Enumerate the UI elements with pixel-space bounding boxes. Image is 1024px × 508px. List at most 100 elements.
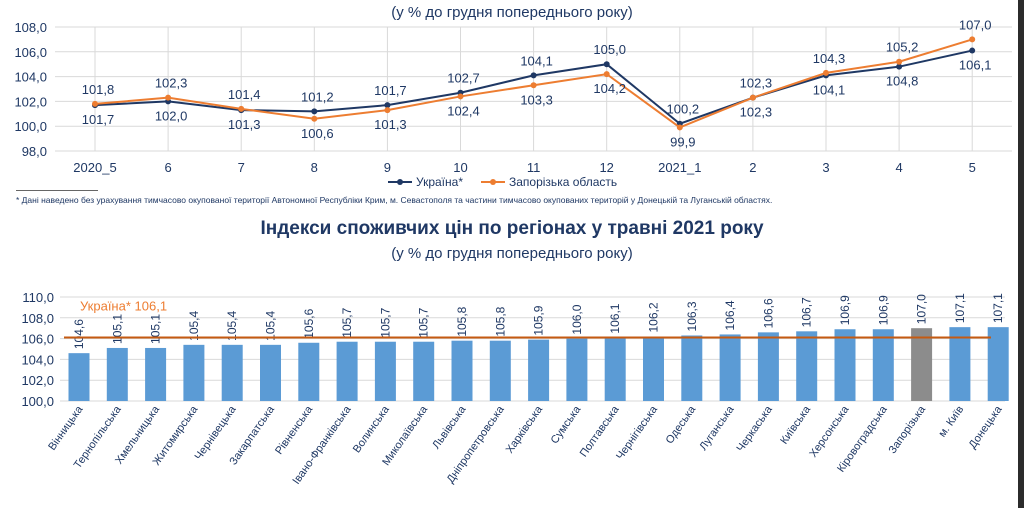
bar: [298, 342, 320, 401]
x-tick-label: 6: [164, 160, 171, 175]
bar-value-label: 106,7: [800, 297, 814, 327]
y-tick-label: 104,0: [21, 352, 54, 367]
legend-item-zaporizhzhia: Запорізька область: [481, 175, 617, 189]
x-tick-label: 2020_5: [73, 160, 116, 175]
point-ukraine: [896, 63, 903, 70]
data-label-zaporizhzhia: 102,3: [155, 76, 188, 91]
bar-value-label: 105,6: [302, 308, 316, 338]
reference-label-ukraine: Україна* 106,1: [80, 298, 167, 313]
bar-value-label: 105,7: [340, 307, 354, 337]
x-tick-label: 7: [238, 160, 245, 175]
data-label-ukraine: 101,7: [82, 112, 115, 127]
bar-value-label: 107,0: [915, 294, 929, 324]
bar: [757, 332, 779, 401]
x-tick-label: Донецька: [967, 403, 1005, 451]
data-label-zaporizhzhia: 102,4: [447, 103, 480, 118]
y-tick-label: 102,0: [14, 94, 47, 109]
bar: [374, 341, 396, 401]
x-tick-label: Львівська: [430, 403, 469, 451]
x-tick-label: 12: [599, 160, 613, 175]
y-tick-label: 110,0: [22, 290, 54, 305]
point-ukraine: [603, 61, 610, 68]
data-label-ukraine: 106,1: [959, 58, 992, 73]
data-label-ukraine: 102,0: [155, 108, 188, 123]
x-tick-label: Київська: [778, 403, 813, 446]
point-ukraine: [969, 47, 976, 54]
x-tick-label: м. Київ: [936, 404, 966, 440]
bar-chart-subtitle: (у % до грудня попереднього року): [391, 245, 633, 262]
data-label-ukraine: 105,0: [593, 42, 626, 57]
bar: [643, 336, 664, 401]
data-label-ukraine: 101,2: [301, 89, 334, 104]
bar-value-label: 106,0: [570, 304, 584, 334]
point-zaporizhzhia: [165, 94, 172, 101]
point-zaporizhzhia: [749, 94, 756, 101]
x-tick-label: 3: [822, 160, 829, 175]
data-label-ukraine: 101,7: [374, 83, 407, 98]
bar: [987, 327, 1009, 401]
point-zaporizhzhia: [823, 69, 829, 76]
data-label-zaporizhzhia: 105,2: [886, 40, 919, 55]
x-tick-label: Волинська: [351, 403, 392, 455]
point-ukraine: [530, 72, 537, 79]
bar: [221, 344, 243, 401]
data-label-zaporizhzhia: 104,2: [593, 81, 626, 96]
data-label-zaporizhzhia: 107,0: [959, 17, 992, 32]
x-tick-label: Черкаська: [735, 403, 776, 454]
bar-value-label: 105,9: [532, 305, 546, 335]
y-tick-label: 102,0: [21, 373, 54, 388]
bar: [796, 331, 818, 401]
window-edge: [1018, 0, 1024, 508]
line-chart-subtitle: (у % до грудня попереднього року): [391, 4, 633, 21]
y-tick-label: 104,0: [14, 70, 47, 85]
x-tick-label: Сумська: [549, 403, 584, 446]
bar-value-label: 106,9: [838, 295, 852, 325]
data-label-ukraine: 104,8: [886, 74, 919, 89]
x-tick-label: Харківська: [504, 403, 546, 456]
data-label-zaporizhzhia: 101,3: [374, 117, 407, 132]
bar-chart-title: Індекси споживчих цін по регіонах у трав…: [260, 218, 764, 239]
bar: [260, 344, 281, 401]
x-tick-label: 11: [527, 160, 541, 175]
x-tick-label: Херсонська: [807, 403, 852, 460]
y-tick-label: 100,0: [14, 119, 47, 134]
point-zaporizhzhia: [896, 58, 903, 65]
data-label-ukraine: 102,7: [447, 71, 480, 86]
bar: [68, 353, 90, 401]
point-ukraine: [311, 108, 318, 115]
bar: [872, 329, 894, 401]
point-zaporizhzhia: [530, 82, 537, 89]
line-chart-legend: Україна* Запорізька область: [388, 175, 617, 189]
bar-chart: 100,0 102,0 104,0 106,0 108,0 110,0 104,6 Вінни…: [21, 290, 1009, 487]
x-tick-label: 2: [749, 160, 756, 175]
point-zaporizhzhia: [92, 100, 98, 107]
bar: [911, 328, 933, 401]
bar: [719, 334, 741, 401]
x-tick-label: Одеська: [664, 403, 699, 446]
y-tick-label: 108,0: [21, 311, 54, 326]
bar-value-label: 106,1: [608, 303, 622, 333]
bar-value-label: 105,7: [378, 307, 392, 337]
x-tick-label: Вінницька: [46, 403, 86, 453]
bar: [834, 329, 856, 401]
line-chart: 98,0 100,0 102,0 104,0 106,0 108,0 2020_5 6 7 8 9 1…: [14, 17, 1012, 175]
bar-value-label: 105,4: [187, 310, 201, 340]
bar: [413, 341, 435, 401]
point-zaporizhzhia: [238, 105, 245, 112]
bar: [681, 335, 703, 401]
x-tick-label: Полтавська: [578, 403, 622, 459]
data-label-zaporizhzhia: 101,4: [228, 87, 261, 102]
data-label-ukraine: 102,3: [740, 105, 773, 120]
bar: [106, 347, 128, 401]
x-tick-label: Запорізька: [886, 403, 928, 456]
y-tick-label: 106,0: [21, 332, 54, 347]
bar-value-label: 107,1: [991, 293, 1005, 323]
bar-value-label: 106,9: [876, 295, 890, 325]
x-tick-label: 5: [969, 160, 976, 175]
x-tick-label: 8: [311, 160, 318, 175]
bar-value-label: 106,6: [761, 298, 775, 328]
bar-value-label: 106,4: [723, 300, 737, 330]
bar-value-label: 105,7: [417, 307, 431, 337]
x-tick-label: Рівненська: [273, 403, 316, 457]
bar-value-label: 104,6: [72, 319, 86, 349]
